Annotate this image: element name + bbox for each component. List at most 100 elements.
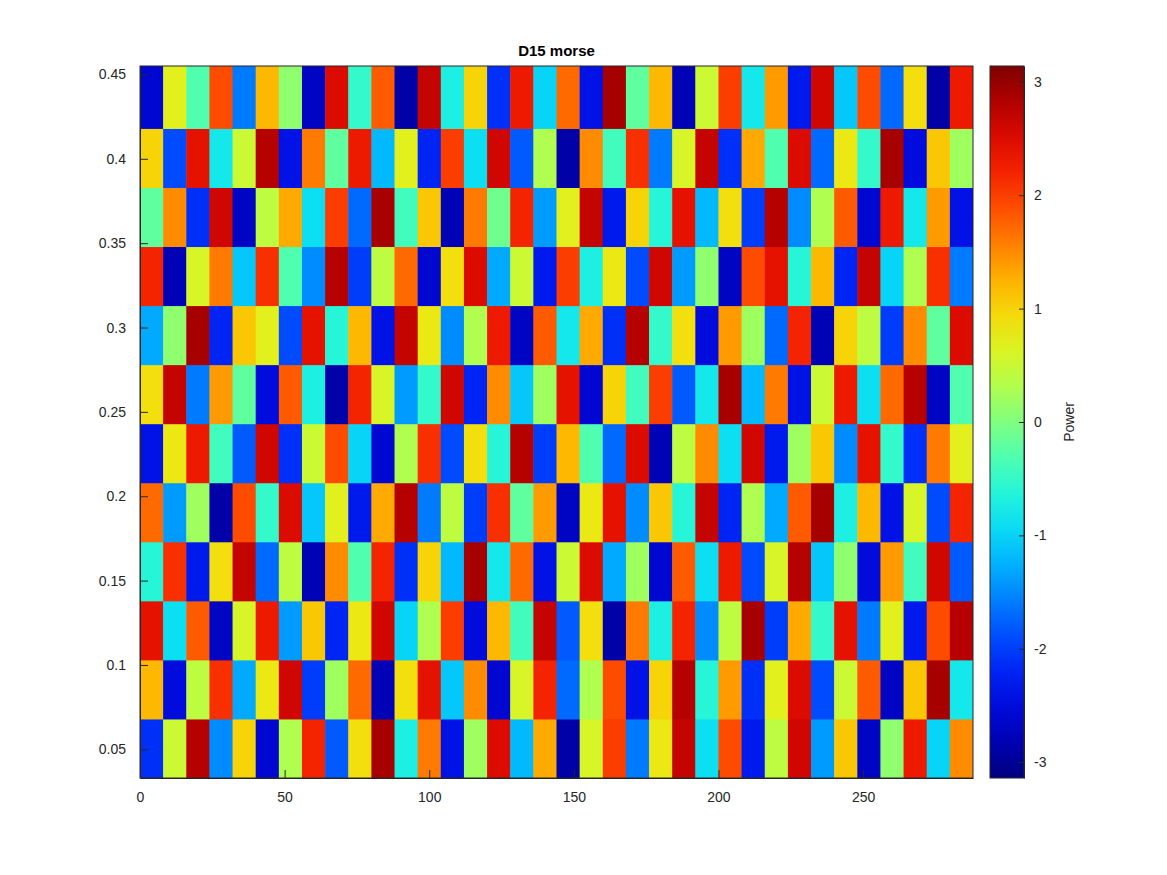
heatmap-cell — [557, 128, 581, 188]
heatmap-cell — [418, 483, 442, 543]
heatmap-cell — [626, 424, 650, 484]
tick-mark — [1019, 535, 1024, 536]
heatmap-cell — [649, 542, 673, 602]
heatmap-cell — [441, 601, 465, 661]
heatmap-cell — [672, 483, 696, 543]
heatmap-cell — [950, 601, 973, 661]
heatmap-cell — [510, 306, 534, 366]
heatmap-cell — [672, 660, 696, 720]
heatmap-cell — [742, 128, 766, 188]
heatmap-cell — [811, 128, 835, 188]
heatmap-cell — [603, 187, 627, 247]
heatmap-cell — [718, 247, 742, 307]
heatmap-cell — [209, 660, 233, 720]
heatmap-cell — [695, 542, 719, 602]
heatmap-cell — [510, 660, 534, 720]
tick: 200 — [707, 770, 731, 805]
heatmap-cell — [395, 128, 419, 188]
tick-label: 0 — [137, 789, 145, 805]
heatmap-cell — [857, 128, 881, 188]
heatmap-cell — [718, 542, 742, 602]
heatmap-cell — [718, 601, 742, 661]
heatmap-cell — [487, 66, 511, 129]
heatmap-cell — [857, 424, 881, 484]
tick-label: 0.3 — [107, 319, 127, 335]
heatmap-cell — [580, 483, 604, 543]
tick-mark — [140, 159, 148, 160]
heatmap-cell — [857, 66, 881, 129]
tick-mark — [140, 749, 148, 750]
tick: 0.05 — [99, 741, 148, 757]
heatmap-cell — [603, 128, 627, 188]
tick-label: 1 — [1034, 301, 1042, 317]
heatmap-cell — [209, 719, 233, 778]
heatmap-cell — [927, 483, 951, 543]
tick: 150 — [563, 770, 587, 805]
heatmap-cell — [904, 542, 928, 602]
heatmap-cell — [557, 66, 581, 129]
heatmap-cell — [371, 247, 395, 307]
heatmap-cell — [603, 719, 627, 778]
heatmap-cell — [418, 542, 442, 602]
heatmap-cell — [927, 66, 951, 129]
tick: 0.45 — [99, 66, 148, 82]
heatmap-cell — [441, 424, 465, 484]
heatmap-cell — [533, 247, 557, 307]
heatmap-cell — [765, 424, 789, 484]
heatmap-cell — [672, 601, 696, 661]
heatmap-cell — [487, 660, 511, 720]
heatmap-cell — [163, 247, 187, 307]
heatmap-cell — [325, 719, 349, 778]
heatmap-cell — [279, 542, 303, 602]
tick-label: 0.35 — [99, 235, 126, 251]
heatmap-cell — [880, 66, 904, 129]
heatmap-cell — [140, 719, 164, 778]
heatmap-cell — [649, 365, 673, 425]
heatmap-cell — [487, 187, 511, 247]
axis-line — [141, 778, 974, 779]
heatmap-cell — [788, 128, 812, 188]
heatmap-cell — [233, 660, 257, 720]
tick: 0.25 — [99, 404, 148, 420]
heatmap-cell — [464, 542, 488, 602]
heatmap-cell — [557, 542, 581, 602]
heatmap-cell — [557, 306, 581, 366]
heatmap-cell — [695, 306, 719, 366]
plot-frame — [140, 66, 973, 778]
heatmap-cell — [557, 719, 581, 778]
tick-mark — [140, 328, 148, 329]
heatmap-cell — [580, 365, 604, 425]
heatmap-cell — [927, 128, 951, 188]
heatmap-cell — [927, 719, 951, 778]
heatmap-cell — [718, 187, 742, 247]
heatmap-cell — [742, 719, 766, 778]
heatmap-cell — [464, 483, 488, 543]
heatmap-cell — [140, 660, 164, 720]
heatmap-cell — [233, 187, 257, 247]
heatmap-cell — [302, 66, 326, 129]
heatmap-cell — [233, 365, 257, 425]
heatmap-cell — [580, 424, 604, 484]
heatmap-cell — [880, 247, 904, 307]
heatmap-cell — [279, 601, 303, 661]
tick: -1 — [1019, 527, 1047, 543]
heatmap-cell — [279, 719, 303, 778]
heatmap-cell — [256, 719, 280, 778]
heatmap-cell — [857, 247, 881, 307]
heatmap-cell — [742, 187, 766, 247]
tick: 50 — [277, 770, 293, 805]
heatmap-cell — [464, 247, 488, 307]
heatmap-cell — [233, 483, 257, 543]
heatmap-cell — [256, 187, 280, 247]
heatmap-cell — [834, 424, 858, 484]
heatmap-cell — [765, 483, 789, 543]
heatmap-cell — [695, 660, 719, 720]
heatmap-cell — [788, 306, 812, 366]
heatmap-cell — [348, 187, 372, 247]
tick-label: 0.4 — [107, 151, 127, 167]
heatmap-cell — [788, 719, 812, 778]
heatmap-cell — [348, 424, 372, 484]
heatmap-cell — [533, 365, 557, 425]
heatmap-cell — [348, 483, 372, 543]
tick-label: 2 — [1034, 187, 1042, 203]
